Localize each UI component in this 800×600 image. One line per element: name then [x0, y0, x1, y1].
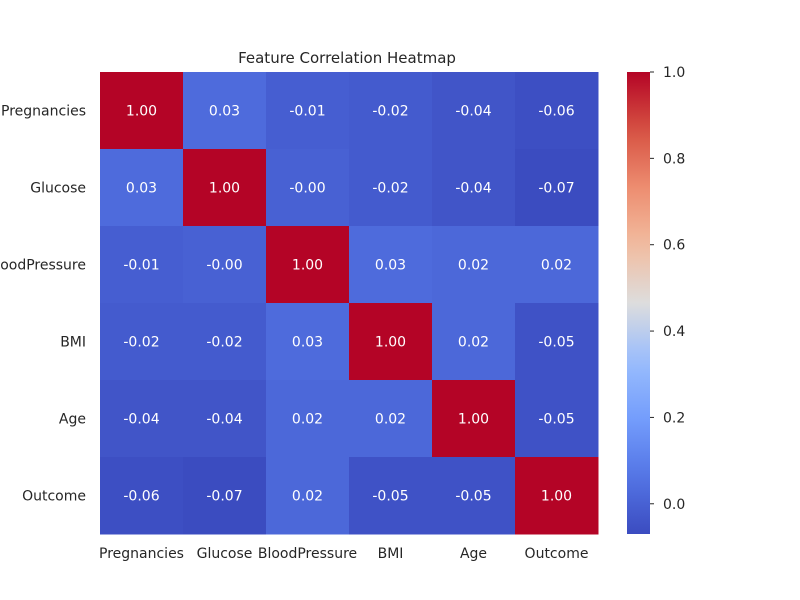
cell-value-label: -0.01: [289, 104, 325, 120]
cell-value-label: -0.07: [538, 181, 574, 197]
heatmap-cell: [266, 72, 350, 150]
cell-value-label: -0.05: [372, 489, 408, 505]
cell-value-label: -0.04: [123, 412, 159, 428]
cell-value-label: -0.05: [538, 335, 574, 351]
heatmap-cell: [100, 226, 184, 304]
y-tick-label: Outcome: [22, 489, 86, 505]
cell-value-label: 0.02: [292, 489, 323, 505]
heatmap-cell: [349, 149, 433, 227]
y-tick-label: BMI: [60, 335, 86, 351]
cell-value-label: 1.00: [209, 181, 240, 197]
cell-value-label: 0.03: [375, 258, 406, 274]
heatmap-cell: [266, 303, 350, 381]
cell-value-label: -0.07: [206, 489, 242, 505]
heatmap-cell: [515, 72, 599, 150]
x-tick-labels: Pregnancies Glucose BloodPressure BMI Age Out…: [99, 546, 588, 562]
cell-value-label: -0.05: [538, 412, 574, 428]
cell-value-label: -0.02: [123, 335, 159, 351]
heatmap-cell: [349, 380, 433, 458]
cell-value-label: 0.02: [541, 258, 572, 274]
heatmap-cell: [432, 303, 516, 381]
cell-value-label: 0.02: [375, 412, 406, 428]
colorbar-tick-label: 0.6: [663, 238, 685, 254]
heatmap-cell: [349, 303, 433, 381]
x-tick-label: BMI: [378, 546, 404, 562]
cell-value-label: -0.05: [455, 489, 491, 505]
cell-value-label: 1.00: [458, 412, 489, 428]
heatmap-cell: [515, 303, 599, 381]
y-tick-label: Pregnancies: [1, 104, 86, 120]
heatmap-cell: [515, 149, 599, 227]
cell-value-label: -0.06: [538, 104, 574, 120]
colorbar-tick-label: 1.0: [663, 65, 685, 81]
heatmap-cell: [183, 457, 267, 535]
x-tick-label: Outcome: [525, 546, 589, 562]
heatmap-cell: [100, 457, 184, 535]
heatmap-cell: [100, 380, 184, 458]
heatmap-cell: [349, 457, 433, 535]
x-tick-label: BloodPressure: [258, 546, 357, 562]
heatmap-cell: [100, 303, 184, 381]
heatmap-cell: [266, 226, 350, 304]
cell-value-label: 1.00: [541, 489, 572, 505]
cell-value-label: -0.04: [455, 181, 491, 197]
heatmap-cell: [432, 72, 516, 150]
heatmap-cell: [183, 149, 267, 227]
heatmap-cell: [183, 72, 267, 150]
heatmap-cell: [183, 380, 267, 458]
y-tick-labels: Pregnancies Glucose BloodPressure BMI Age Out…: [0, 104, 86, 505]
y-tick-label: Glucose: [30, 181, 86, 197]
heatmap-cell: [349, 226, 433, 304]
colorbar: [627, 72, 650, 534]
chart-title: Feature Correlation Heatmap: [238, 49, 456, 67]
cell-value-label: 1.00: [126, 104, 157, 120]
heatmap-cell: [266, 457, 350, 535]
heatmap-cell: [349, 72, 433, 150]
cell-value-label: -0.06: [123, 489, 159, 505]
heatmap-cell: [515, 226, 599, 304]
heatmap-cell: [515, 380, 599, 458]
cell-value-label: 0.02: [458, 258, 489, 274]
y-tick-label: Age: [59, 412, 86, 428]
heatmap-cell: [266, 380, 350, 458]
heatmap-cells: 1.00 0.03 -0.01 -0.02 -0.04 -0.06 0.03 1.00 -0.0…: [100, 72, 599, 535]
colorbar-tick-label: 0.2: [663, 410, 685, 426]
heatmap-cell: [432, 226, 516, 304]
heatmap-cell: [183, 226, 267, 304]
cell-value-label: 1.00: [375, 335, 406, 351]
heatmap-cell: [432, 457, 516, 535]
cell-value-label: 0.02: [458, 335, 489, 351]
cell-value-label: -0.01: [123, 258, 159, 274]
cell-value-label: 0.03: [126, 181, 157, 197]
heatmap-cell: [100, 149, 184, 227]
colorbar-ticks: 0.0 0.2 0.4 0.6 0.8 1.0: [650, 65, 685, 513]
cell-value-label: -0.00: [289, 181, 325, 197]
heatmap-cell: [183, 303, 267, 381]
cell-value-label: -0.02: [206, 335, 242, 351]
heatmap-cell: [100, 72, 184, 150]
x-tick-label: Age: [460, 546, 487, 562]
heatmap-cell: [432, 380, 516, 458]
colorbar-tick-label: 0.0: [663, 497, 685, 513]
colorbar-tick-label: 0.4: [663, 324, 685, 340]
cell-value-label: -0.04: [455, 104, 491, 120]
cell-value-label: -0.04: [206, 412, 242, 428]
x-tick-label: Glucose: [197, 546, 253, 562]
cell-value-label: 0.02: [292, 412, 323, 428]
cell-value-label: 1.00: [292, 258, 323, 274]
y-tick-label: BloodPressure: [0, 258, 86, 274]
heatmap-cell: [266, 149, 350, 227]
cell-value-label: -0.02: [372, 181, 408, 197]
cell-value-label: 0.03: [209, 104, 240, 120]
cell-value-label: -0.02: [372, 104, 408, 120]
x-tick-label: Pregnancies: [99, 546, 184, 562]
colorbar-tick-label: 0.8: [663, 151, 685, 167]
heatmap-cell: [432, 149, 516, 227]
heatmap-cell: [515, 457, 599, 535]
cell-value-label: 0.03: [292, 335, 323, 351]
cell-value-label: -0.00: [206, 258, 242, 274]
